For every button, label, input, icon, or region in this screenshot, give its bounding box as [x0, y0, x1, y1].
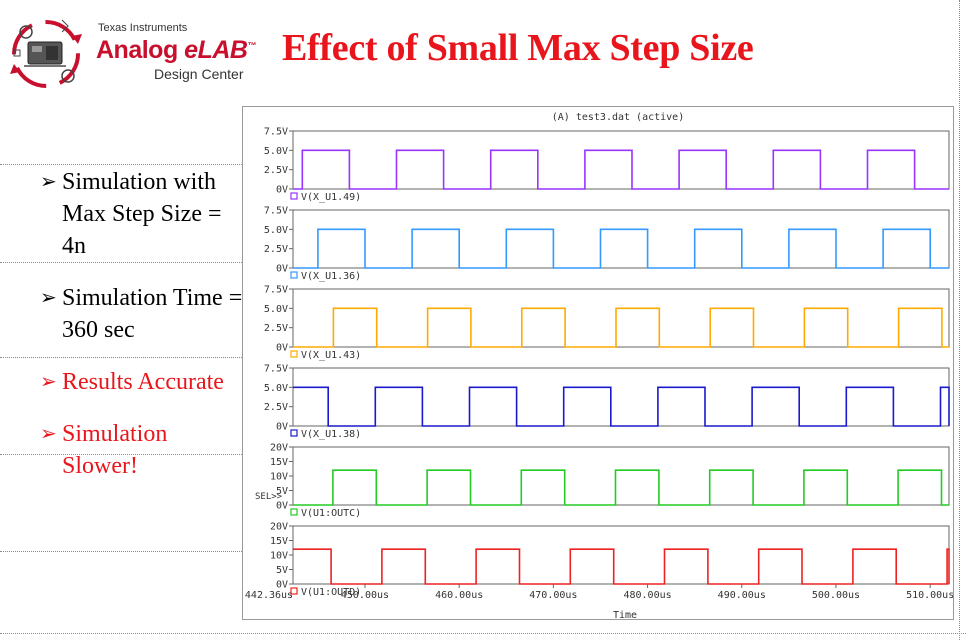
- logo: Texas Instruments Analog eLAB™ Design Ce…: [6, 14, 268, 94]
- panel-frame: [292, 525, 950, 585]
- logo-subtitle: Design Center: [154, 66, 244, 82]
- plot-title: (A) test3.dat (active): [552, 112, 684, 123]
- panel-frame: [292, 209, 950, 269]
- y-tick-label: 5V: [276, 486, 288, 497]
- y-tick-label: 15V: [270, 536, 288, 547]
- y-tick-label: 2.5V: [264, 402, 288, 413]
- legend-trace-name: V(X_U1.38): [301, 429, 361, 440]
- bullet-item: ➢ Simulation with Max Step Size = 4n: [40, 166, 245, 262]
- panel-frame: [292, 367, 950, 427]
- legend-swatch-icon: [290, 508, 298, 516]
- y-tick-label: 0V: [276, 580, 288, 591]
- logo-brand: Analog eLAB™: [96, 36, 256, 64]
- y-tick-label: 7.5V: [264, 285, 288, 296]
- bullet-text: Simulation Time = 360 sec: [62, 285, 243, 343]
- y-tick-label: 0V: [276, 501, 288, 512]
- bullet-text: Results Accurate: [62, 369, 224, 395]
- x-tick-label: 490.00us: [718, 590, 766, 601]
- panel-frame: [292, 446, 950, 506]
- y-tick-label: 5.0V: [264, 146, 288, 157]
- arrow-bullet-icon: ➢: [40, 423, 57, 445]
- y-tick-label: 20V: [270, 522, 288, 533]
- arrow-bullet-icon: ➢: [40, 371, 57, 393]
- waveform-trace: [293, 149, 949, 190]
- waveform-trace: [293, 228, 949, 269]
- arrow-bullet-icon: ➢: [40, 171, 57, 193]
- sel-marker: SEL>>: [255, 492, 283, 502]
- logo-company: Texas Instruments: [98, 22, 188, 34]
- x-tick-label: 470.00us: [529, 590, 577, 601]
- y-tick-label: 2.5V: [264, 165, 288, 176]
- legend-trace-name: V(U1:OUTC): [301, 508, 361, 519]
- bullet-item: ➢ Results Accurate: [40, 366, 245, 398]
- guide-line: [0, 551, 242, 552]
- y-tick-label: 5.0V: [264, 383, 288, 394]
- y-tick-label: 0V: [276, 185, 288, 196]
- x-tick-label: 480.00us: [623, 590, 671, 601]
- guide-line: [0, 164, 242, 165]
- y-tick-label: 10V: [270, 472, 288, 483]
- legend-trace-name: V(U1:OUTD): [301, 587, 361, 598]
- waveform-window[interactable]: (A) test3.dat (active) 7.5V 5.0V 2.5V 0V V(X…: [242, 106, 954, 620]
- arrow-bullet-icon: ➢: [40, 287, 57, 309]
- x-tick-label: 460.00us: [435, 590, 483, 601]
- bullet-text: Simulation with Max Step Size = 4n: [62, 169, 222, 259]
- y-tick-label: 5V: [276, 565, 288, 576]
- legend-trace-name: V(X_U1.36): [301, 271, 361, 282]
- guide-line: [0, 357, 242, 358]
- legend-trace-name: V(X_U1.43): [301, 350, 361, 361]
- y-tick-label: 5.0V: [264, 304, 288, 315]
- guide-line: [959, 0, 960, 640]
- x-tick-label: 450.00us: [341, 590, 389, 601]
- waveform-trace: [293, 307, 949, 348]
- y-tick-label: 5.0V: [264, 225, 288, 236]
- y-tick-label: 2.5V: [264, 244, 288, 255]
- bullet-list: ➢ Simulation with Max Step Size = 4n ➢ S…: [40, 166, 245, 502]
- guide-line: [0, 262, 242, 263]
- y-tick-label: 7.5V: [264, 127, 288, 138]
- y-tick-label: 0V: [276, 422, 288, 433]
- legend-swatch-icon: [290, 587, 298, 595]
- x-tick-labels: 450.00us 460.00us 470.00us 480.00us 490.00us…: [341, 584, 953, 601]
- legend-swatch-icon: [290, 192, 298, 200]
- bullet-text: Simulation Slower!: [62, 421, 168, 479]
- y-tick-label: 15V: [270, 457, 288, 468]
- panel-frame: [292, 130, 950, 190]
- waveform-trace: [293, 548, 950, 585]
- waveform-trace: [293, 469, 949, 506]
- y-tick-label: 7.5V: [264, 364, 288, 375]
- bullet-item: ➢ Simulation Time = 360 sec: [40, 282, 245, 346]
- legend-trace-name: V(X_U1.49): [301, 192, 361, 203]
- x-start-label: 442.36us: [245, 590, 293, 601]
- y-tick-label: 7.5V: [264, 206, 288, 217]
- bullet-item: ➢ Simulation Slower!: [40, 418, 245, 482]
- y-tick-label: 0V: [276, 264, 288, 275]
- legend-swatch-icon: [290, 429, 298, 437]
- y-tick-label: 2.5V: [264, 323, 288, 334]
- legend-swatch-icon: [290, 271, 298, 279]
- logo-mark-icon: [10, 19, 82, 88]
- x-axis-label: Time: [613, 610, 637, 619]
- panel-frame: [292, 288, 950, 348]
- guide-line: [0, 633, 966, 634]
- y-tick-label: 0V: [276, 343, 288, 354]
- waveform-panels: 7.5V 5.0V 2.5V 0V V(X_U1.49) 7.5V 5.0V 2.5V 0V V(…: [264, 127, 950, 598]
- page-title: Effect of Small Max Step Size: [282, 27, 754, 69]
- legend-swatch-icon: [290, 350, 298, 358]
- waveform-plot[interactable]: (A) test3.dat (active) 7.5V 5.0V 2.5V 0V V(X…: [243, 107, 953, 619]
- x-tick-label: 510.00us: [906, 590, 953, 601]
- y-tick-label: 20V: [270, 443, 288, 454]
- x-tick-label: 500.00us: [812, 590, 860, 601]
- waveform-trace: [293, 386, 950, 427]
- guide-line: [0, 454, 242, 455]
- y-tick-label: 10V: [270, 551, 288, 562]
